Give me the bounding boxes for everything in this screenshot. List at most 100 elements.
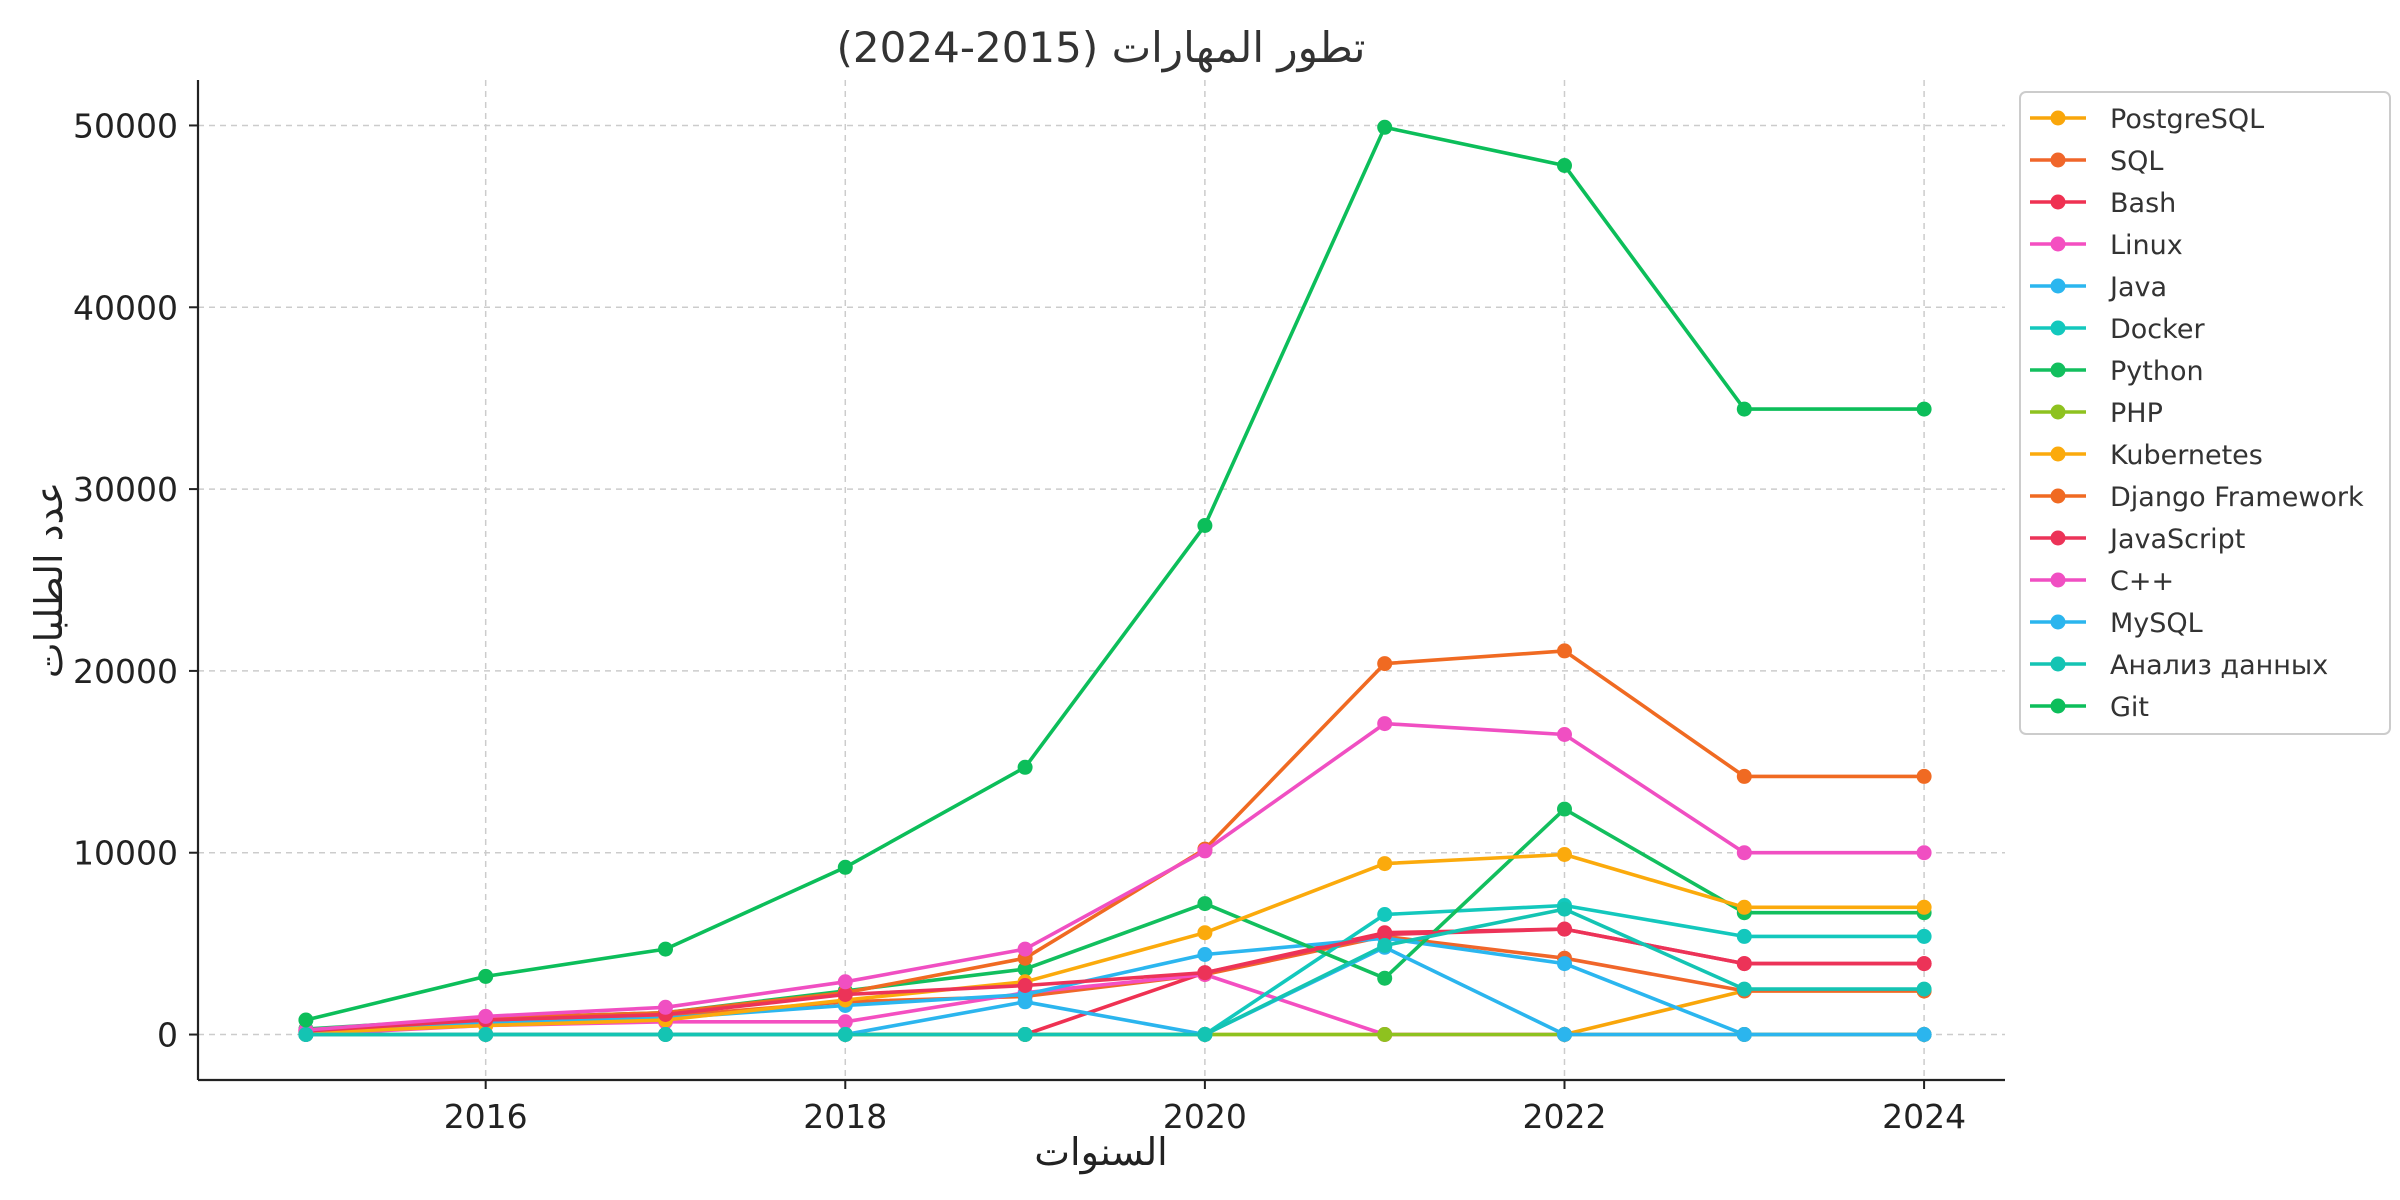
data-point <box>658 941 673 957</box>
data-point <box>1017 978 1033 993</box>
series-12 <box>298 939 1932 1042</box>
data-point <box>1916 899 1932 915</box>
data-point <box>1377 927 1393 942</box>
legend-label: Kubernetes <box>2110 440 2263 471</box>
y-tick-label: 40000 <box>73 288 178 327</box>
legend-label: PHP <box>2110 398 2163 429</box>
legend-item: PHP <box>2030 398 2163 429</box>
legend-label: Анализ данных <box>2110 650 2328 681</box>
series-line <box>304 125 1926 1022</box>
data-point <box>837 987 853 1002</box>
data-point <box>837 1014 853 1030</box>
legend-swatch-marker <box>2050 236 2066 252</box>
legend-swatch-marker <box>2050 152 2066 168</box>
data-point <box>1557 1027 1572 1042</box>
legend-swatch-marker <box>2050 404 2066 420</box>
data-point <box>837 859 853 875</box>
series-line <box>304 907 1926 1037</box>
data-point <box>1377 907 1393 922</box>
y-tick-label: 30000 <box>73 470 178 509</box>
data-point <box>1197 947 1213 962</box>
legend-item: SQL <box>2030 146 2163 177</box>
data-point <box>1736 956 1752 972</box>
data-point <box>1736 981 1752 997</box>
legend-swatch-marker <box>2050 614 2066 630</box>
legend-swatch-marker <box>2050 194 2066 210</box>
data-point <box>1377 1027 1393 1042</box>
legend-item: Kubernetes <box>2030 440 2263 471</box>
data-point <box>1377 938 1393 953</box>
y-tick-label: 0 <box>157 1016 178 1055</box>
data-point <box>1197 925 1213 941</box>
legend-item: Git <box>2030 692 2149 723</box>
data-point <box>478 1027 494 1042</box>
x-tick-label: 2022 <box>1522 1097 1606 1136</box>
y-axis-title: عدد الطلبات <box>27 482 71 678</box>
data-point <box>1377 970 1393 986</box>
data-point <box>1377 856 1393 872</box>
legend-item: Java <box>2030 272 2167 303</box>
data-point <box>1557 158 1572 173</box>
x-axis-title: السنوات <box>1034 1130 1167 1175</box>
legend-swatch-marker <box>2050 572 2066 588</box>
series-line <box>304 927 1926 1033</box>
y-tick-label: 10000 <box>73 834 178 873</box>
data-point <box>1736 768 1752 784</box>
data-point <box>1197 843 1213 859</box>
x-tick-label: 2016 <box>444 1097 528 1136</box>
legend-item: PostgreSQL <box>2030 104 2264 135</box>
series-6 <box>298 801 1932 1037</box>
legend-label: MySQL <box>2110 608 2203 639</box>
legend-swatch-marker <box>2050 446 2066 462</box>
data-point <box>1736 401 1752 417</box>
legend-swatch-marker <box>2050 320 2066 336</box>
legend-swatch-marker <box>2050 488 2066 504</box>
tick-layer: 2016 2018 2020 2022 2024 0 10000 20000 30000 4000… <box>73 106 1966 1136</box>
data-point <box>1017 941 1033 957</box>
legend-label: Linux <box>2110 230 2183 261</box>
data-point <box>1916 401 1932 417</box>
x-tick-label: 2020 <box>1163 1097 1247 1136</box>
data-point <box>1377 119 1393 135</box>
chart-title: تطور المهارات (2015-2024) <box>837 23 1366 73</box>
data-point <box>1916 928 1932 944</box>
data-point <box>1916 1027 1932 1042</box>
data-point <box>1736 845 1752 861</box>
legend-label: C++ <box>2110 566 2174 597</box>
series-layer <box>298 119 1932 1042</box>
data-point <box>478 968 494 984</box>
legend-label: Git <box>2110 692 2149 723</box>
data-point <box>1736 899 1752 915</box>
data-point <box>1197 896 1213 912</box>
data-point <box>837 974 853 990</box>
series-line <box>304 807 1926 1031</box>
y-tick-label: 20000 <box>73 652 178 691</box>
data-point <box>1557 921 1572 937</box>
data-point <box>1557 901 1572 917</box>
grid-layer <box>198 80 2005 1080</box>
legend-label: SQL <box>2110 146 2163 177</box>
x-tick-label: 2018 <box>803 1097 887 1136</box>
data-point <box>1197 1027 1213 1042</box>
data-point <box>1197 965 1213 981</box>
legend-label: Python <box>2110 356 2204 387</box>
legend-item: Bash <box>2030 188 2176 219</box>
x-tick-label: 2024 <box>1882 1097 1966 1136</box>
data-point <box>478 1008 494 1024</box>
data-point <box>1557 801 1572 817</box>
legend-swatch-marker <box>2050 362 2066 378</box>
legend-item: Docker <box>2030 314 2205 345</box>
legend-item: Python <box>2030 356 2204 387</box>
legend-label: JavaScript <box>2108 524 2245 555</box>
legend-swatch-marker <box>2050 530 2066 546</box>
data-point <box>1017 994 1033 1010</box>
legend-swatch-marker <box>2050 278 2066 294</box>
data-point <box>298 1027 314 1042</box>
legend-item: Linux <box>2030 230 2183 261</box>
legend-item: C++ <box>2030 566 2174 597</box>
data-point <box>1017 759 1033 775</box>
legend-item: MySQL <box>2030 608 2203 639</box>
data-point <box>1736 1027 1752 1042</box>
